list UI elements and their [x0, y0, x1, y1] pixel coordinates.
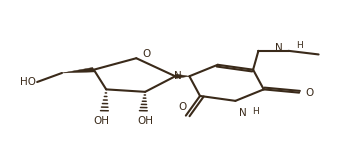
Text: N: N: [174, 71, 182, 81]
Text: N: N: [275, 43, 282, 52]
Text: OH: OH: [137, 116, 153, 125]
Text: O: O: [178, 102, 187, 112]
Polygon shape: [175, 74, 189, 79]
Text: O: O: [306, 88, 314, 98]
Text: N: N: [239, 109, 246, 118]
Text: H: H: [296, 41, 303, 50]
Text: H: H: [252, 107, 259, 116]
Polygon shape: [62, 67, 95, 73]
Text: O: O: [143, 50, 151, 59]
Text: OH: OH: [93, 116, 109, 125]
Text: HO: HO: [20, 77, 36, 87]
